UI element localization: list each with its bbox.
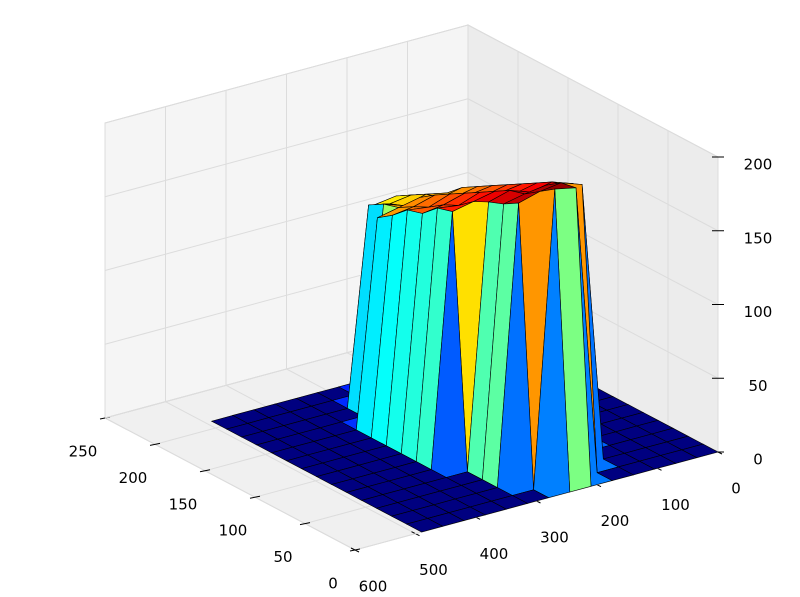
- z-tick-label: 150: [744, 229, 773, 247]
- y-tick-label: 200: [119, 469, 148, 487]
- grid-line: [104, 172, 469, 271]
- z-tick-label: 100: [744, 303, 773, 321]
- x-tick-label: 600: [359, 578, 388, 596]
- tick-mark: [349, 548, 361, 552]
- y-tick-label: 250: [69, 443, 98, 461]
- tick-mark: [149, 442, 161, 446]
- x-tick-label: 200: [601, 512, 630, 530]
- z-tick-label: 50: [748, 377, 767, 395]
- tick-mark: [249, 495, 261, 499]
- x-tick-label: 300: [540, 529, 569, 547]
- grid-line: [104, 417, 356, 551]
- y-tick-label: 50: [273, 548, 292, 566]
- x-tick-label: 400: [480, 545, 509, 563]
- y-tick-label: 100: [219, 522, 248, 540]
- z-tick-label: 200: [744, 156, 773, 174]
- surface-cell: [405, 518, 444, 533]
- grid-line: [104, 98, 469, 198]
- tick-mark: [299, 522, 311, 526]
- y-tick-label: 0: [328, 575, 338, 593]
- x-tick-label: 100: [661, 496, 690, 514]
- x-tick-label: 500: [419, 561, 448, 579]
- x-tick-label: 0: [731, 480, 741, 498]
- z-tick-label: 0: [753, 451, 763, 469]
- grid-line: [467, 98, 719, 232]
- y-tick-label: 150: [169, 495, 198, 513]
- grid-line: [165, 401, 416, 535]
- grid-line: [467, 24, 719, 158]
- tick-mark: [199, 469, 211, 473]
- grid-line: [104, 24, 469, 124]
